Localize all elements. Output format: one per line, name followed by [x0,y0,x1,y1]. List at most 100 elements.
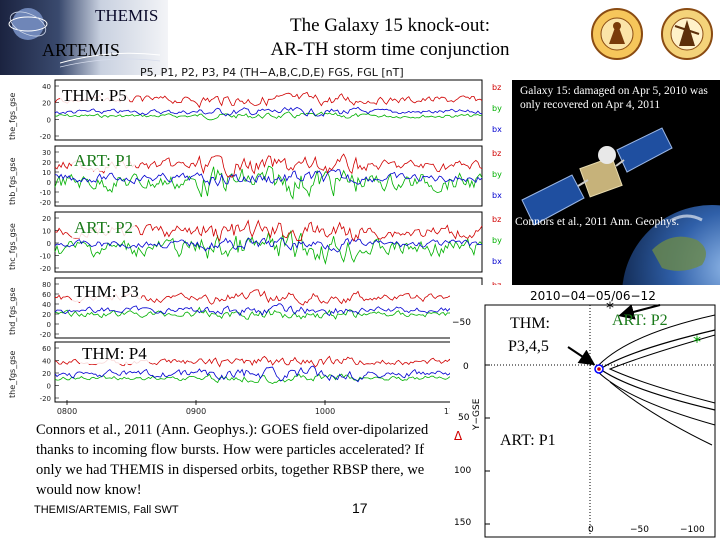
orbit-label-thm-probes: P3,4,5 [508,338,549,355]
orbit-ytick-label-3: 50 [458,413,470,423]
mission-patches [591,8,713,60]
panel-1-bz-label: bz [492,83,501,92]
panel-5-by-trace [54,373,483,385]
slide-title: The Galaxy 15 knock-out: AR-TH storm tim… [240,14,540,62]
title-line-1: The Galaxy 15 knock-out: [290,15,490,36]
panel-4-ytick: 20 [42,311,51,319]
page-number: 17 [352,500,368,516]
orbit-track-line [609,381,713,446]
panel-1-by-label: by [492,104,502,113]
panel-3-bx-label: bx [492,257,502,266]
orbit-plot-frame [484,304,716,538]
panel-2-ytick: -10 [40,189,51,197]
orbit-label-thm: THM: [510,315,550,332]
orbit-xtick-label-3: −100 [680,525,705,535]
panel-1-bx-label: bx [492,125,502,134]
panel-3-ytick: -10 [40,253,51,261]
ylabel-panel-4: thd_fgs_gse [8,287,17,335]
panel-2-bx-trace [54,169,483,187]
galaxy15-satellite-image [512,80,720,290]
panel-5-bx-trace [54,365,483,383]
panel-4-ytick: -20 [40,331,51,339]
galaxy15-citation: Connors et al., 2011 Ann. Geophys. [515,216,680,228]
panel-4-bx-trace [54,303,483,317]
magnetic-field-stack-plot: 40 20 0 -20 bz by bx 30 20 10 0 -10 -20 bz by bx 20 10 0 -1… [40,79,502,416]
orbit-ytick-label-1: −50 [452,318,471,328]
logo-themis-text: THEMIS [95,6,159,25]
slide-caption: Connors et al., 2011 (Ann. Geophys.): GO… [36,422,429,498]
artemis-patch-icon [661,8,713,60]
orbit-plot: * * Δ [454,298,716,538]
thm-spacecraft-marker [597,367,601,371]
art-p2-star-icon: * [606,298,614,317]
panel-3-by-label: by [492,236,502,245]
xtick-label: 0800 [57,407,77,416]
plot-title: P5, P1, P2, P3, P4 (TH−A,B,C,D,E) FGS, F… [140,66,404,79]
footer-text: THEMIS/ARTEMIS, Fall SWT [34,504,179,516]
themis-artemis-logo: THEMIS ARTEMIS [0,0,168,75]
panel-1-by-trace [54,111,483,121]
orbit-xtick-label-2: −50 [630,525,649,535]
themis-patch-icon [591,8,643,60]
panel-2-ytick: 10 [42,169,51,177]
xtick-label: 1000 [315,407,335,416]
panel-1-ytick: 20 [42,100,51,108]
orbit-xtick-label-1: 0 [588,525,594,535]
panel-2-by-trace [54,165,483,200]
panel-5-ytick: -20 [40,395,51,403]
satellite-icon [521,127,673,226]
title-line-2: AR-TH storm time conjunction [270,39,510,60]
panel-4-ytick: 80 [42,281,51,289]
earth-orbit-icon [8,8,48,40]
ylabel-panel-5: the_fgs_gse [8,350,17,398]
art-p2-green-star-icon: * [693,332,701,351]
panel-3-bx-trace [54,237,483,253]
orbit-ytick-label-2: 0 [463,362,469,372]
panel-label-thm-p5: THM: P5 [60,86,129,106]
orbit-date: 2010−04−05/06−12 [530,289,656,303]
art-p1-triangle-icon: Δ [454,429,463,443]
panel-4-ytick: 0 [47,321,51,329]
panel-5-ytick: 60 [42,345,51,353]
galaxy15-caption: Galaxy 15: damaged on Apr 5, 2010 was on… [520,85,708,111]
panel-1-ytick: -20 [40,133,51,141]
ylabel-panel-3: thc_fgs_gse [8,223,17,270]
art-p2-arrow-icon [618,304,661,320]
bow-shock-line [608,334,716,404]
panel-2-ytick: 0 [47,179,51,187]
panel-1-bx-trace [54,106,483,117]
panel-1-ytick: 40 [42,83,51,91]
panel-3-ytick: 0 [47,240,51,248]
panel-4-ytick: 60 [42,291,51,299]
ylabel-panel-1: the_fgs_gse [8,92,17,140]
panel-5-ytick: 20 [42,370,51,378]
panel-5-ytick: 0 [47,383,51,391]
orbit-ytick-label-4: 100 [454,466,472,476]
panel-label-thm-p3: THM: P3 [72,282,141,302]
ylabel-panel-2: thb_fgs_gse [8,157,17,205]
panel-3-ytick: 20 [42,215,51,223]
panel-1-ytick: 0 [47,116,51,124]
panel-2-ytick: 20 [42,159,51,167]
panel-2-by-label: by [492,170,502,179]
panel-label-thm-p4: THM: P4 [80,344,149,364]
orbit-streak-icon [60,52,160,68]
thm-arrow-icon [567,346,596,366]
satellite-earth-illustration [521,127,720,290]
panel-5-ytick: 40 [42,358,51,366]
panel-3-ytick: -20 [40,265,51,273]
panel-2-ytick: 30 [42,149,51,157]
panel-2-bx-label: bx [492,191,502,200]
orbit-ylabel: Y−GSE [472,398,482,430]
orbit-label-art-p1: ART: P1 [500,432,556,449]
panel-3-bz-label: bz [492,215,501,224]
panel-label-art-p2: ART: P2 [72,218,136,238]
panel-4-ytick: 40 [42,301,51,309]
panel-3-ytick: 10 [42,228,51,236]
orbit-label-art-p2: ART: P2 [612,312,668,329]
panel-label-art-p1: ART: P1 [72,151,136,171]
xtick-label: 0900 [186,407,206,416]
orbit-ytick-label-5: 150 [454,518,472,528]
panel-2-ytick: -20 [40,199,51,207]
panel-2-bz-label: bz [492,149,501,158]
